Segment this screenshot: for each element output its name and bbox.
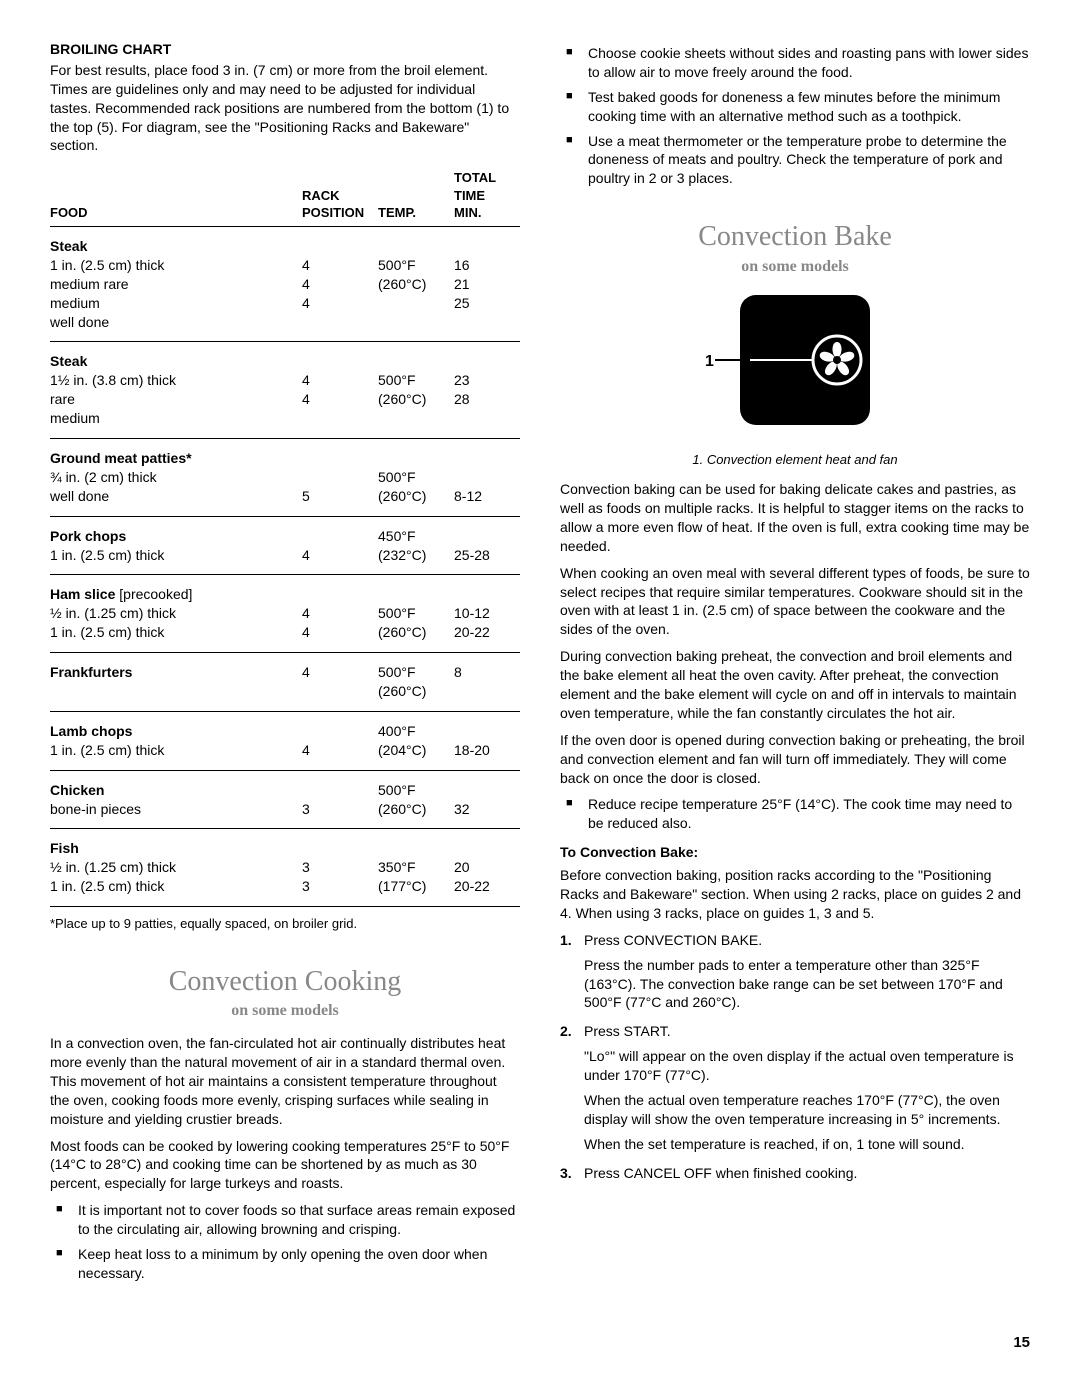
table-row: Fish½ in. (1.25 cm) thick1 in. (2.5 cm) … bbox=[50, 829, 520, 907]
step-item: Press START."Lo°" will appear on the ove… bbox=[560, 1022, 1030, 1153]
list-item: Choose cookie sheets without sides and r… bbox=[560, 44, 1030, 82]
th-food: Food bbox=[50, 165, 302, 226]
broiling-chart-title: Broiling Chart bbox=[50, 40, 520, 59]
right-column: Choose cookie sheets without sides and r… bbox=[560, 40, 1030, 1293]
step-item: Press CONVECTION BAKE.Press the number p… bbox=[560, 931, 1030, 1013]
reduce-bullet: Reduce recipe temperature 25°F (14°C). T… bbox=[560, 795, 1030, 833]
svg-text:1: 1 bbox=[705, 353, 714, 370]
th-rack: Rack Position bbox=[302, 165, 378, 226]
table-row: Lamb chops1 in. (2.5 cm) thick4400°F(204… bbox=[50, 711, 520, 770]
step-item: Press CANCEL OFF when finished cooking. bbox=[560, 1164, 1030, 1183]
table-row: Chickenbone-in pieces3500°F(260°C)32 bbox=[50, 770, 520, 829]
list-item: Keep heat loss to a minimum by only open… bbox=[50, 1245, 520, 1283]
table-row: Steak1½ in. (3.8 cm) thickraremedium4450… bbox=[50, 342, 520, 439]
right-top-bullets: Choose cookie sheets without sides and r… bbox=[560, 44, 1030, 188]
table-row: Frankfurters4500°F(260°C)8 bbox=[50, 653, 520, 712]
list-item: Use a meat thermometer or the temperatur… bbox=[560, 132, 1030, 189]
convection-cooking-title: Convection Cooking bbox=[50, 963, 520, 1001]
oven-svg: 1 bbox=[695, 290, 895, 440]
convbake-p1: Convection baking can be used for baking… bbox=[560, 480, 1030, 556]
table-row: Ground meat patties*¾ in. (2 cm) thickwe… bbox=[50, 439, 520, 517]
convbake-p4: If the oven door is opened during convec… bbox=[560, 731, 1030, 788]
page-number: 15 bbox=[50, 1333, 1030, 1353]
table-row: Ham slice [precooked]½ in. (1.25 cm) thi… bbox=[50, 575, 520, 653]
broiling-table: Food Rack Position Temp. Total Time Min.… bbox=[50, 165, 520, 907]
list-item: It is important not to cover foods so th… bbox=[50, 1201, 520, 1239]
broiling-chart-intro: For best results, place food 3 in. (7 cm… bbox=[50, 61, 520, 155]
table-row: Steak1 in. (2.5 cm) thickmedium raremedi… bbox=[50, 226, 520, 341]
convection-bake-sub: on some models bbox=[560, 256, 1030, 278]
table-row: Pork chops1 in. (2.5 cm) thick4450°F(232… bbox=[50, 516, 520, 575]
conv-bake-steps: Press CONVECTION BAKE.Press the number p… bbox=[560, 931, 1030, 1183]
left-column: Broiling Chart For best results, place f… bbox=[50, 40, 520, 1293]
to-conv-bake-header: To Convection Bake: bbox=[560, 843, 1030, 862]
reduce-bullet-list: Reduce recipe temperature 25°F (14°C). T… bbox=[560, 795, 1030, 833]
illus-caption: 1. Convection element heat and fan bbox=[560, 451, 1030, 469]
conv-cook-p1: In a convection oven, the fan-circulated… bbox=[50, 1034, 520, 1128]
th-temp: Temp. bbox=[378, 165, 454, 226]
th-time: Total Time Min. bbox=[454, 165, 520, 226]
broil-footnote: *Place up to 9 patties, equally spaced, … bbox=[50, 915, 520, 933]
oven-illustration: 1 bbox=[560, 290, 1030, 445]
convbake-p2: When cooking an oven meal with several d… bbox=[560, 564, 1030, 640]
conv-cook-p2: Most foods can be cooked by lowering coo… bbox=[50, 1137, 520, 1194]
convection-bake-title: Convection Bake bbox=[560, 218, 1030, 256]
convbake-p3: During convection baking preheat, the co… bbox=[560, 647, 1030, 723]
before-conv-bake: Before convection baking, position racks… bbox=[560, 866, 1030, 923]
conv-cook-bullets: It is important not to cover foods so th… bbox=[50, 1201, 520, 1283]
list-item: Test baked goods for doneness a few minu… bbox=[560, 88, 1030, 126]
convection-cooking-sub: on some models bbox=[50, 1000, 520, 1022]
